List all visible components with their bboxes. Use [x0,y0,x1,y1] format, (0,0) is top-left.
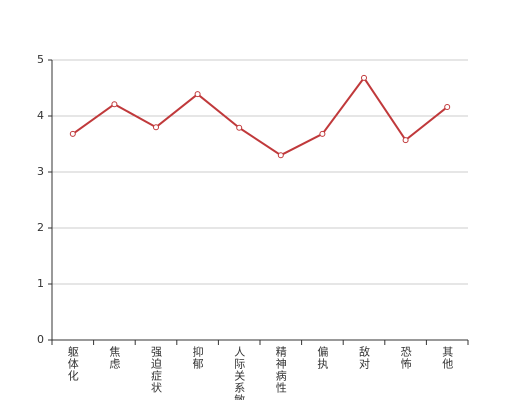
y-tick-label: 5 [37,53,44,66]
x-tick-label: 强迫症状 [150,346,163,394]
y-tick-label: 0 [37,333,44,346]
point [69,130,76,137]
x-tick-label: 其他 [441,346,454,370]
x-tick-label: 焦虑 [108,346,121,370]
line [72,76,448,157]
point [402,137,409,144]
y-tick-label: 1 [37,277,44,290]
x-tick-label: 抑郁 [191,345,204,370]
x-tick-label: 敌对 [358,345,371,370]
point [153,124,159,131]
x-tick-label: 恐怖 [399,346,412,370]
point [111,101,118,108]
y-tick-label: 2 [37,221,44,234]
point [319,130,326,137]
point [444,104,451,111]
point [236,124,243,131]
point [277,152,284,159]
point [194,91,201,98]
y-tick-label: 4 [37,109,44,122]
y-tick-label: 3 [37,165,44,178]
x-tick-label: 人际关系敏感 [233,346,246,400]
x-tick-label: 躯体化 [66,346,79,382]
x-tick-label: 偏执 [316,345,329,370]
x-tick-label: 精神病性 [274,346,287,394]
point [361,74,367,81]
